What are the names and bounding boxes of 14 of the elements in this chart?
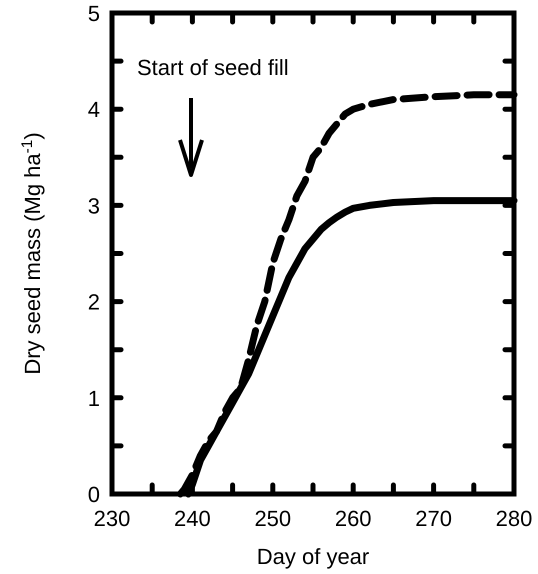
- y-tick-label: 2: [88, 290, 100, 315]
- y-tick-label: 1: [88, 386, 100, 411]
- x-tick-label: 270: [415, 506, 452, 531]
- annotation: Start of seed fill: [137, 55, 289, 80]
- x-tick-label: 280: [496, 506, 532, 531]
- x-axis-title: Day of year: [256, 544, 370, 569]
- y-tick-label: 4: [88, 97, 100, 122]
- x-tick-label: 250: [254, 506, 292, 531]
- x-tick-label: 260: [334, 506, 372, 531]
- x-tick-label: 230: [94, 506, 130, 531]
- y-tick-label: 3: [88, 193, 100, 218]
- x-tick-label: 240: [174, 506, 211, 531]
- y-tick-label: 0: [88, 482, 100, 507]
- y-tick-label: 5: [88, 1, 100, 26]
